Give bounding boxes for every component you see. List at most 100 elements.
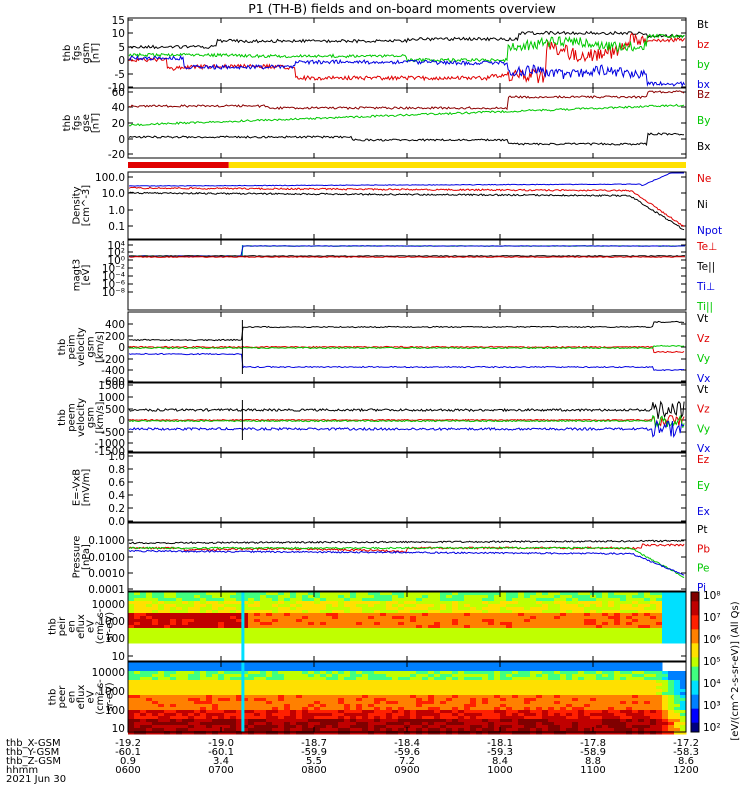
heatmap-cell (668, 601, 675, 605)
heatmap-cell (290, 637, 297, 641)
heatmap-cell (362, 728, 369, 732)
heatmap-cell (590, 634, 597, 638)
heatmap-cell (536, 722, 543, 726)
panel-frame (127, 17, 687, 89)
heatmap-cell (296, 598, 303, 602)
heatmap-cell (200, 628, 207, 632)
heatmap-cell (590, 689, 597, 693)
heatmap-cell (350, 634, 357, 638)
heatmap-cell (620, 631, 627, 635)
heatmap-cell (428, 604, 435, 608)
heatmap-cell (464, 728, 471, 732)
heatmap-cell (500, 710, 507, 714)
heatmap-cell (620, 725, 627, 729)
heatmap-cell (326, 719, 333, 723)
heatmap-cell (488, 665, 495, 669)
heatmap-cell (572, 592, 579, 596)
heatmap-cell (614, 716, 621, 720)
heatmap-cell (134, 601, 141, 605)
heatmap-cell (290, 689, 297, 693)
heatmap-cell (548, 716, 555, 720)
heatmap-cell (602, 710, 609, 714)
heatmap-cell (416, 671, 423, 675)
heatmap-cell (224, 692, 231, 696)
heatmap-cell (134, 613, 141, 617)
heatmap-cell (404, 604, 411, 608)
heatmap-cell (464, 592, 471, 596)
heatmap-cell (512, 610, 519, 614)
heatmap-cell (500, 674, 507, 678)
heatmap-cell (428, 701, 435, 705)
heatmap-cell (620, 689, 627, 693)
series-By (129, 103, 685, 127)
heatmap-cell (386, 713, 393, 717)
heatmap-cell (290, 625, 297, 629)
heatmap-cell (554, 686, 561, 690)
heatmap-cell (404, 725, 411, 729)
heatmap-cell (656, 680, 663, 684)
heatmap-cell (626, 598, 633, 602)
heatmap-cell (188, 707, 195, 711)
heatmap-cell (350, 628, 357, 632)
heatmap-cell (230, 692, 237, 696)
heatmap-cell (584, 722, 591, 726)
heatmap-cell (134, 677, 141, 681)
heatmap-cell (614, 622, 621, 626)
heatmap-cell (488, 692, 495, 696)
heatmap-cell (248, 607, 255, 611)
heatmap-cell (242, 601, 249, 605)
heatmap-cell (494, 695, 501, 699)
heatmap-cell (410, 698, 417, 702)
heatmap-cell (134, 634, 141, 638)
heatmap-cell (428, 674, 435, 678)
heatmap-cell (656, 710, 663, 714)
heatmap-cell (374, 622, 381, 626)
heatmap-cell (128, 631, 135, 635)
heatmap-cell (650, 631, 657, 635)
heatmap-cell (158, 607, 165, 611)
heatmap-cell (338, 680, 345, 684)
heatmap-cell (620, 634, 627, 638)
heatmap-cell (392, 719, 399, 723)
heatmap-cell (308, 604, 315, 608)
heatmap-cell (656, 689, 663, 693)
heatmap-cell (518, 595, 525, 599)
heatmap-cell (620, 698, 627, 702)
heatmap-cell (344, 622, 351, 626)
heatmap-cell (350, 722, 357, 726)
heatmap-cell (146, 668, 153, 672)
heatmap-cell (308, 631, 315, 635)
heatmap-cell (248, 662, 255, 666)
heatmap-cell (536, 625, 543, 629)
heatmap-cell (272, 622, 279, 626)
heatmap-cell (164, 668, 171, 672)
heatmap-cell (326, 640, 333, 644)
heatmap-cell (608, 634, 615, 638)
heatmap-cell (284, 607, 291, 611)
heatmap-cell (464, 631, 471, 635)
heatmap-cell (194, 704, 201, 708)
heatmap-cell (164, 710, 171, 714)
heatmap-cell (350, 704, 357, 708)
heatmap-cell (374, 674, 381, 678)
heatmap-cell (422, 634, 429, 638)
heatmap-cell (434, 619, 441, 623)
heatmap-cell (146, 613, 153, 617)
heatmap-cell (386, 731, 393, 735)
heatmap-cell (356, 662, 363, 666)
heatmap-cell (278, 592, 285, 596)
heatmap-cell (356, 622, 363, 626)
heatmap-cell (362, 598, 369, 602)
heatmap-cell (530, 668, 537, 672)
heatmap-cell (428, 631, 435, 635)
heatmap-cell (602, 665, 609, 669)
heatmap-cell (548, 631, 555, 635)
heatmap-cell (668, 701, 675, 705)
heatmap-cell (248, 601, 255, 605)
heatmap-cell (470, 692, 477, 696)
heatmap-cell (500, 728, 507, 732)
heatmap-cell (236, 674, 243, 678)
heatmap-cell (290, 683, 297, 687)
heatmap-cell (284, 598, 291, 602)
heatmap-cell (668, 622, 675, 626)
